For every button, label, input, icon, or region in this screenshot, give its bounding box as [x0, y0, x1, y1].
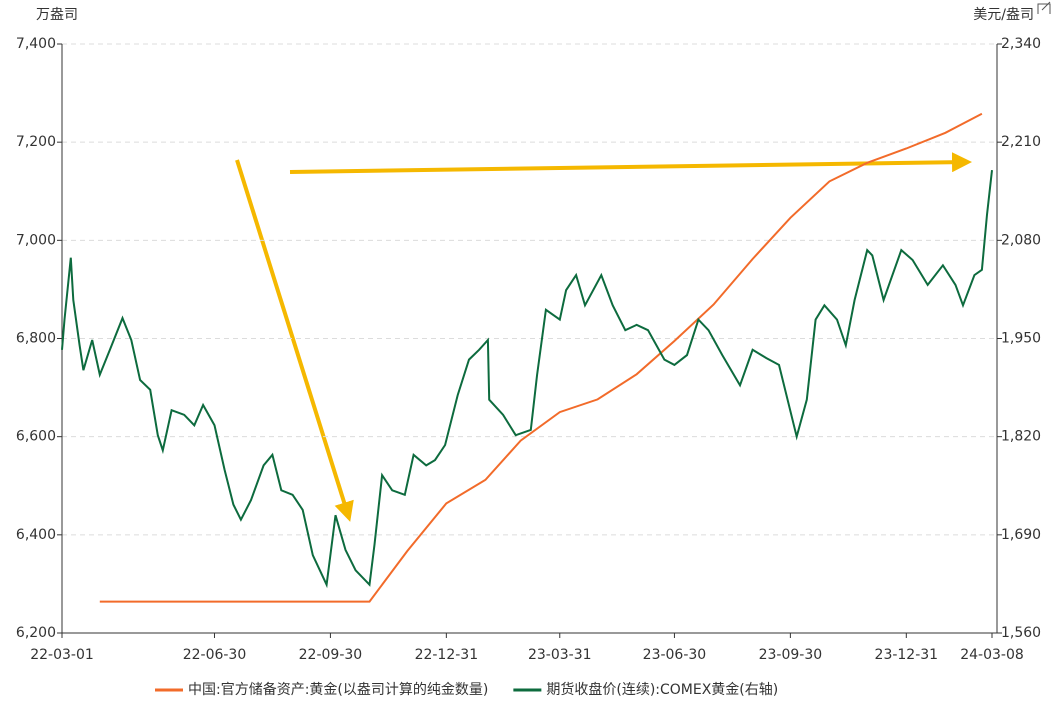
y-tick-label: 7,200 [16, 134, 56, 150]
y-tick-label: 6,600 [16, 429, 56, 445]
x-tick-label: 22-06-30 [183, 647, 247, 663]
annotation-arrow [289, 152, 972, 174]
y2-tick-label: 1,560 [1001, 625, 1041, 641]
y2-tick-label: 2,080 [1001, 232, 1041, 248]
export-icon[interactable] [1037, 1, 1051, 14]
y2-tick-label: 1,690 [1001, 527, 1041, 543]
y-tick-label: 6,800 [16, 331, 56, 347]
y2-tick-label: 1,820 [1001, 429, 1041, 445]
y-tick-label: 6,200 [16, 625, 56, 641]
y-tick-label: 7,400 [16, 36, 56, 52]
legend-label: 中国:官方储备资产:黄金(以盎司计算的纯金数量) [188, 681, 488, 698]
y-tick-label: 7,000 [16, 232, 56, 248]
annotation-arrow [235, 159, 354, 522]
legend-label: 期货收盘价(连续):COMEX黄金(右轴) [546, 681, 778, 698]
y2-unit: 美元/盎司 [973, 7, 1034, 23]
y-unit: 万盎司 [36, 7, 78, 23]
x-tick-label: 22-09-30 [299, 647, 363, 663]
y2-tick-label: 2,340 [1001, 36, 1041, 52]
x-tick-label: 24-03-08 [960, 647, 1024, 663]
y-tick-label: 6,400 [16, 527, 56, 543]
x-tick-label: 23-12-31 [875, 647, 939, 663]
series-line [61, 169, 993, 589]
x-tick-label: 23-06-30 [643, 647, 707, 663]
series-line [99, 112, 983, 603]
x-tick-label: 22-03-01 [30, 647, 94, 663]
x-tick-label: 22-12-31 [415, 647, 479, 663]
x-tick-label: 23-09-30 [759, 647, 823, 663]
y2-tick-label: 2,210 [1001, 134, 1041, 150]
y2-tick-label: 1,950 [1001, 331, 1041, 347]
x-tick-label: 23-03-31 [528, 647, 592, 663]
